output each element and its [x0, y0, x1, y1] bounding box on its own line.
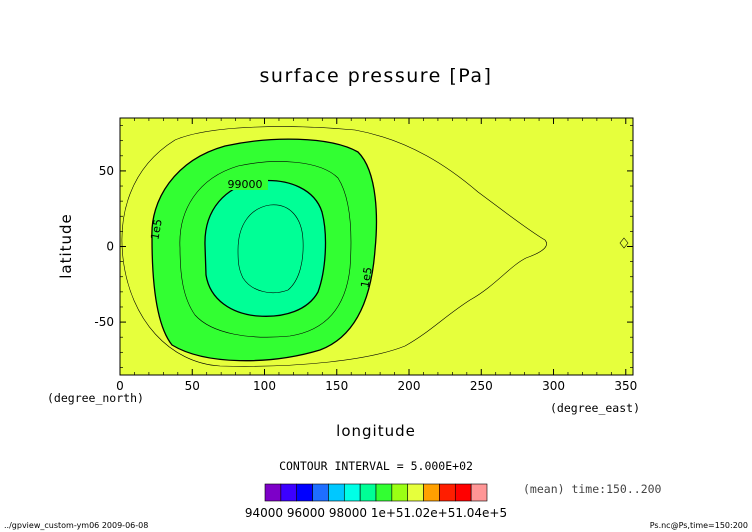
y-axis-unit: (degree_north) — [47, 391, 144, 405]
x-tick-label: 200 — [398, 379, 421, 393]
x-tick-label: 0 — [116, 379, 124, 393]
colorbar-cell — [343, 483, 361, 502]
x-tick-label: 350 — [614, 379, 637, 393]
colorbar-cell — [328, 483, 345, 502]
x-tick-label: 300 — [542, 379, 565, 393]
contour-label-1e5-right: 1e5 — [358, 266, 374, 289]
footer-right: Ps.nc@Ps,time=150:200 — [650, 521, 748, 530]
colorbar-cell — [375, 483, 393, 502]
x-axis-label: longitude — [336, 422, 416, 440]
contour-line-inner-2 — [237, 204, 304, 293]
colorbar-cell — [312, 483, 329, 502]
y-axis-label: latitude — [57, 213, 75, 279]
contour-line-outer — [121, 126, 547, 367]
x-tick-label: 150 — [325, 379, 348, 393]
y-tick-label: 0 — [106, 240, 114, 254]
plot-area: 99000 1e5 1e5 — [119, 117, 634, 376]
y-tick-label: 50 — [99, 164, 114, 178]
y-axis: -50 0 50 — [94, 125, 633, 368]
contour-interval-text: CONTOUR INTERVAL = 5.000E+02 — [279, 459, 473, 473]
chart-subtitle: (mean) time:150..200 — [523, 482, 662, 496]
contour-label-bg — [222, 177, 268, 190]
colorbar-cell — [423, 483, 440, 502]
chart-title: surface pressure [Pa] — [260, 65, 493, 87]
colorbar-cell — [391, 483, 409, 502]
colorbar-cell — [264, 483, 282, 502]
x-tick-label: 250 — [470, 379, 493, 393]
colorbar-cell — [296, 483, 313, 502]
colorbar-cell — [470, 483, 488, 502]
colorbar-cell — [454, 483, 472, 502]
footer-left: ../gpview_custom-ym06 2009-06-08 — [4, 521, 148, 530]
colorbar-cell — [407, 483, 424, 502]
colorbar-tick-labels: 94000 96000 98000 1e+51.02e+51.04e+5 — [245, 506, 507, 520]
contour-region-inner — [204, 179, 327, 317]
colorbar-cell — [280, 483, 298, 502]
contour-line-inner-1 — [179, 161, 352, 338]
x-tick-label: 50 — [185, 379, 200, 393]
contour-label-99000: 99000 — [228, 178, 263, 191]
colorbar-cell — [439, 483, 456, 502]
y-tick-label: -50 — [94, 315, 114, 329]
x-axis: 0 50 100 150 200 250 300 350 — [116, 118, 637, 393]
x-axis-unit: (degree_east) — [550, 401, 640, 415]
colorbar — [264, 483, 488, 502]
contour-small-loop — [619, 237, 629, 249]
colorbar-cell — [359, 483, 377, 502]
x-tick-label: 100 — [253, 379, 276, 393]
contour-label-1e5-left: 1e5 — [148, 218, 164, 241]
